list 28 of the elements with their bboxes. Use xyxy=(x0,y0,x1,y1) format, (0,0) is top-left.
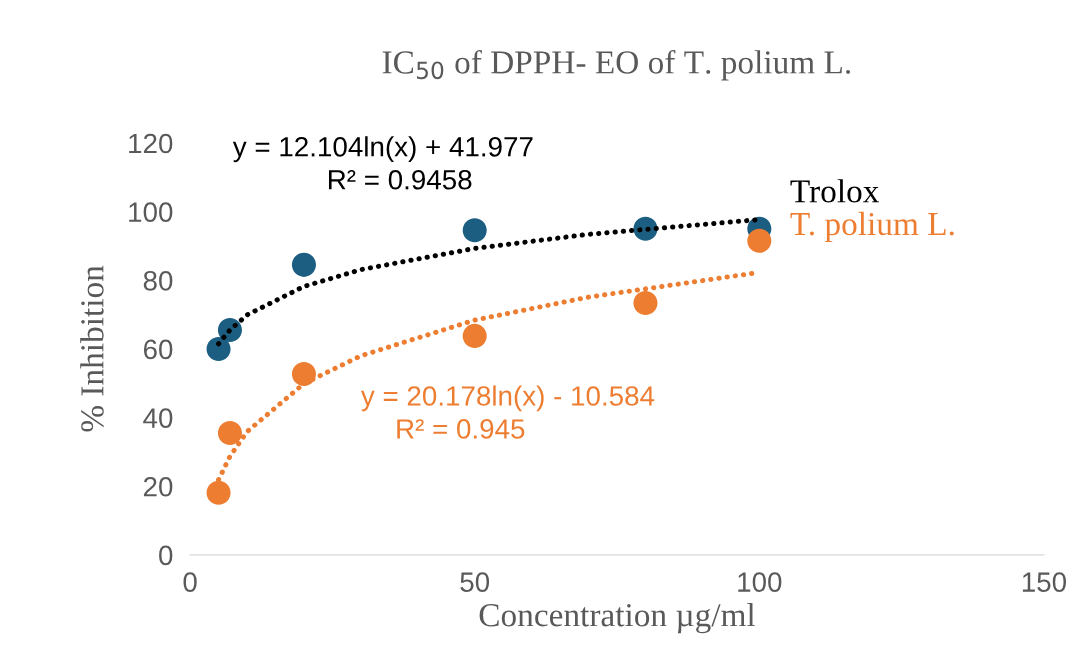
point xyxy=(217,421,242,446)
x-tick-label: 150 xyxy=(1022,572,1067,592)
y-tick-label: 60 xyxy=(143,339,173,360)
point xyxy=(462,323,487,348)
series-label: Trolox xyxy=(790,179,880,203)
y-tick-label: 20 xyxy=(143,476,173,497)
x-axis-title: Concentration µg/ml xyxy=(479,602,756,634)
point xyxy=(462,218,487,243)
annotation: y = 20.178ln(x) - 10.584 xyxy=(360,385,655,412)
annotation: R² = 0.945 xyxy=(397,419,525,439)
x-tick-label: 0 xyxy=(183,572,197,592)
y-axis-title: % Inhibition xyxy=(80,265,104,432)
y-tick-label: 40 xyxy=(143,408,173,428)
series-label: T. polium L. xyxy=(790,211,954,243)
x-tick-label: 50 xyxy=(460,572,490,592)
chart-title: IC$_{50}$ of DPPH- EO of T. polium L. xyxy=(382,49,851,81)
y-tick-label: 120 xyxy=(129,133,173,154)
annotation: y = 12.104ln(x) + 41.977 xyxy=(232,136,533,163)
point xyxy=(291,252,316,277)
point xyxy=(747,228,772,253)
x-tick-label: 100 xyxy=(738,572,782,592)
point xyxy=(206,336,231,361)
y-tick-label: 100 xyxy=(129,202,173,222)
annotation: R² = 0.9458 xyxy=(328,169,472,190)
point xyxy=(633,290,658,315)
point xyxy=(206,480,231,505)
y-tick-label: 0 xyxy=(159,545,173,566)
y-tick-label: 80 xyxy=(143,270,173,291)
